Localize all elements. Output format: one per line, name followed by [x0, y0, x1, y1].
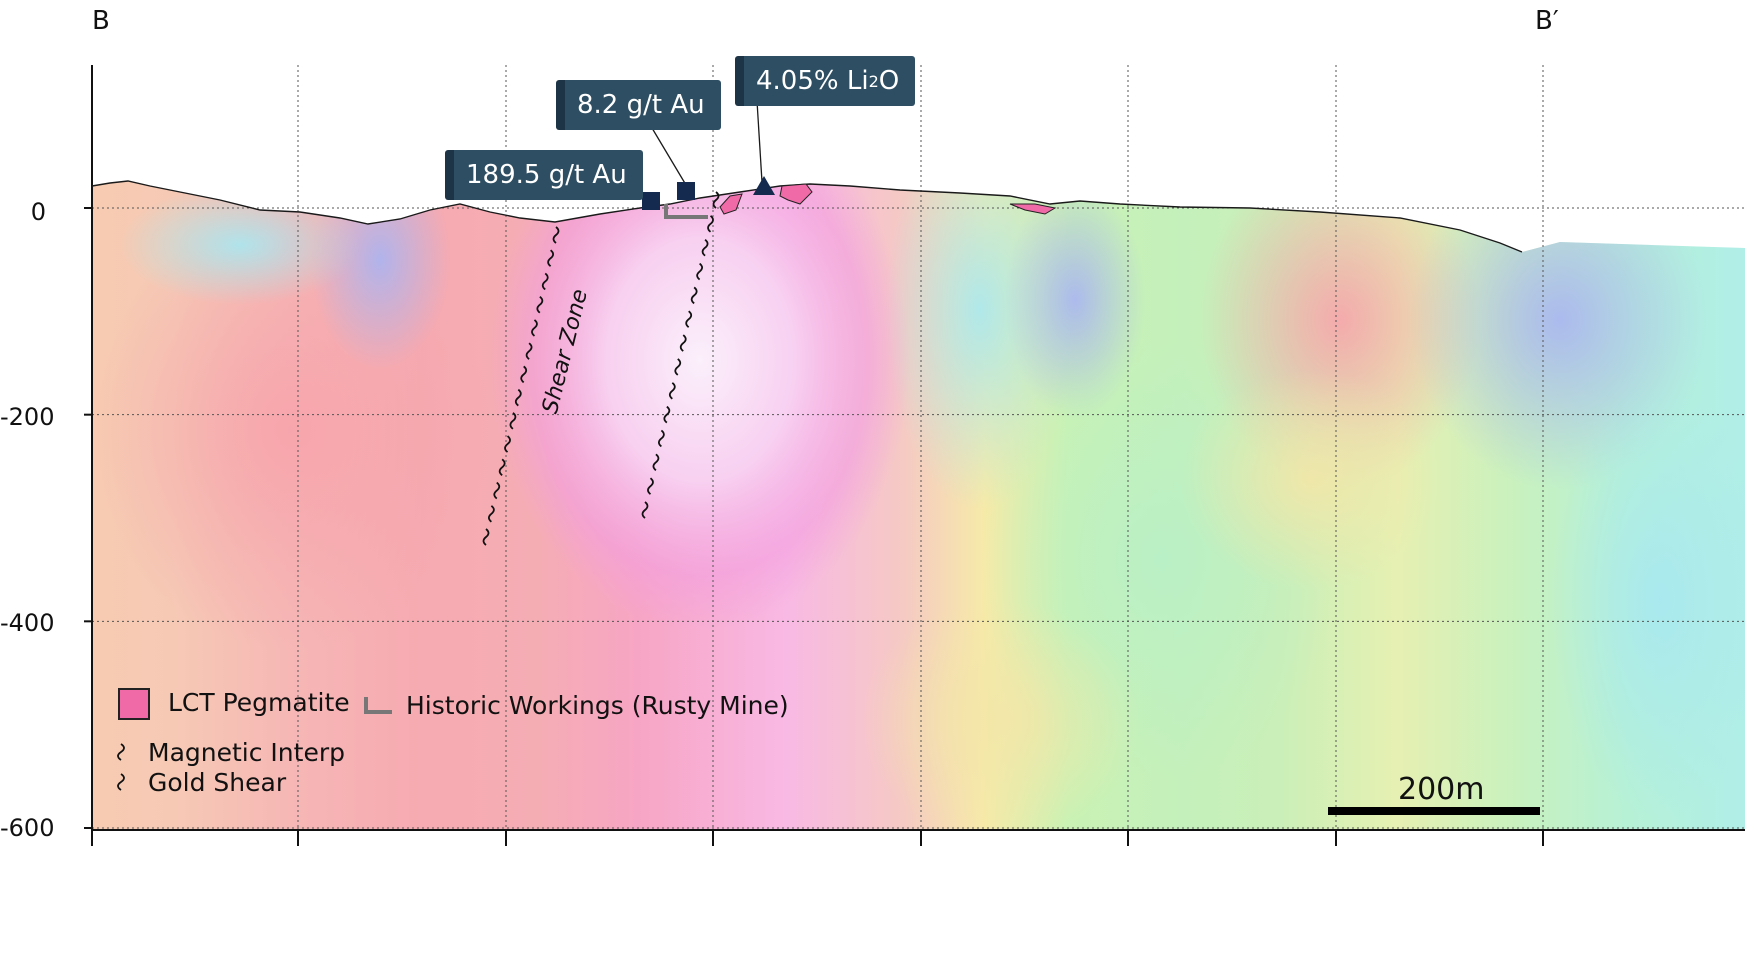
- callout-lithium-text: 4.05% Li: [756, 66, 869, 96]
- legend-gold-shear-label: Gold Shear: [148, 768, 287, 797]
- east-shear-segment-8: [668, 382, 676, 400]
- west-shear-segment-2: [541, 272, 549, 291]
- east-shear-segment-3: [696, 262, 704, 281]
- callout-8-2-gt-au: 8.2 g/t Au: [556, 80, 721, 130]
- legend-workings-label: Historic Workings (Rusty Mine): [406, 691, 789, 720]
- topography-line: [91, 180, 1523, 253]
- callout-189-5-gt-au: 189.5 g/t Au: [445, 150, 643, 200]
- legend-magnetic-label: Magnetic Interp: [148, 738, 345, 767]
- pegmatite-body-3: [1009, 203, 1057, 215]
- y-tick-label-minus600: -600: [0, 814, 55, 842]
- east-shear-segment-11: [652, 453, 660, 472]
- east-shear-segment-13: [641, 501, 649, 519]
- west-shear-segment-10: [498, 458, 506, 477]
- east-shear-segment-4: [690, 286, 698, 305]
- sample-marker-square-1: [642, 192, 660, 210]
- west-shear-segment-11: [493, 481, 501, 500]
- y-tick-label-0: 0: [30, 198, 46, 226]
- east-shear-segment-2: [701, 238, 709, 257]
- east-shear-segment-7: [674, 358, 682, 376]
- pegmatite-body-1: [719, 193, 743, 215]
- inversion-model: [92, 181, 1745, 830]
- sample-marker-square-2: [677, 182, 695, 200]
- east-shear-segment-9: [663, 405, 671, 424]
- magnetic-gold-shear-lines: [482, 191, 720, 546]
- west-shear-segment-9: [504, 435, 511, 453]
- west-shear-segment-6: [520, 365, 528, 384]
- callout-gold-high-text: 189.5 g/t Au: [466, 160, 627, 190]
- y-tick-label-minus200: -200: [0, 403, 55, 431]
- west-shear-segment-5: [525, 342, 533, 360]
- section-end-label: B′: [1535, 6, 1559, 36]
- callout-lithium-text-tail: O: [878, 66, 900, 96]
- scale-bar: [1328, 807, 1540, 815]
- west-shear-segment-3: [536, 295, 544, 314]
- grid-lines: [92, 65, 1745, 830]
- callout-lithium-subscript: 2: [868, 71, 879, 91]
- east-shear-segment-6: [679, 334, 687, 352]
- east-shear-segment-5: [685, 310, 693, 328]
- legend-pegmatite-label: LCT Pegmatite: [168, 688, 350, 717]
- east-shear-segment-10: [657, 429, 665, 448]
- east-shear-segment-1: [707, 215, 714, 233]
- historic-workings-symbol: [664, 204, 708, 219]
- scale-bar-label: 200m: [1398, 772, 1485, 807]
- sample-marker-triangle: [753, 176, 775, 195]
- west-shear-segment-1: [547, 249, 555, 267]
- west-shear-segment-4: [531, 319, 538, 337]
- west-shear-segment-13: [482, 528, 490, 546]
- east-shear-segment-12: [647, 477, 654, 495]
- callout-gold-low-text: 8.2 g/t Au: [577, 90, 705, 120]
- west-shear-segment-7: [514, 388, 522, 407]
- y-tick-label-minus400: -400: [0, 609, 55, 637]
- west-shear-segment-0: [552, 226, 560, 244]
- west-shear-segment-8: [509, 412, 517, 430]
- axes: [84, 65, 1745, 846]
- callout-4-05-li2o: 4.05% Li 2 O: [735, 56, 916, 106]
- west-shear-segment-12: [487, 505, 495, 523]
- legend-pegmatite-swatch: [118, 688, 150, 720]
- legend-symbols: [117, 697, 392, 791]
- east-shear-segment-0: [712, 191, 720, 209]
- section-start-label: B: [92, 6, 110, 36]
- pegmatite-body-2: [779, 183, 813, 205]
